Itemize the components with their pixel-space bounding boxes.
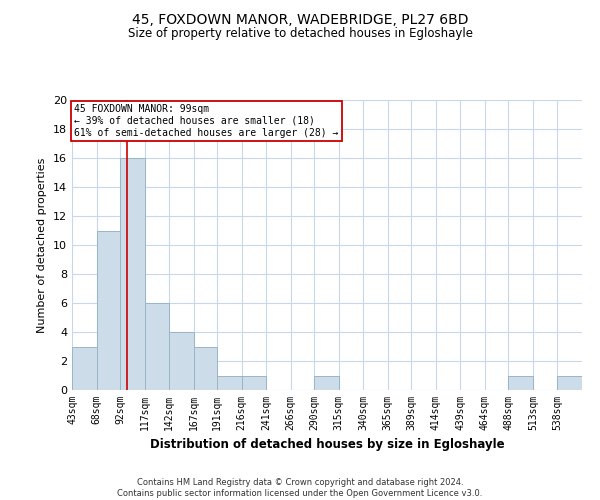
Bar	[97, 230, 120, 390]
Text: Contains HM Land Registry data © Crown copyright and database right 2024.
Contai: Contains HM Land Registry data © Crown c…	[118, 478, 482, 498]
Bar	[72, 346, 97, 390]
X-axis label: Distribution of detached houses by size in Egloshayle: Distribution of detached houses by size …	[149, 438, 505, 452]
Bar	[557, 376, 582, 390]
Bar	[169, 332, 194, 390]
Bar	[194, 346, 217, 390]
Text: Size of property relative to detached houses in Egloshayle: Size of property relative to detached ho…	[128, 28, 473, 40]
Bar	[217, 376, 242, 390]
Y-axis label: Number of detached properties: Number of detached properties	[37, 158, 47, 332]
Bar	[120, 158, 145, 390]
Bar	[508, 376, 533, 390]
Bar	[145, 303, 169, 390]
Bar	[314, 376, 339, 390]
Text: 45, FOXDOWN MANOR, WADEBRIDGE, PL27 6BD: 45, FOXDOWN MANOR, WADEBRIDGE, PL27 6BD	[132, 12, 468, 26]
Text: 45 FOXDOWN MANOR: 99sqm
← 39% of detached houses are smaller (18)
61% of semi-de: 45 FOXDOWN MANOR: 99sqm ← 39% of detache…	[74, 104, 338, 138]
Bar	[242, 376, 266, 390]
